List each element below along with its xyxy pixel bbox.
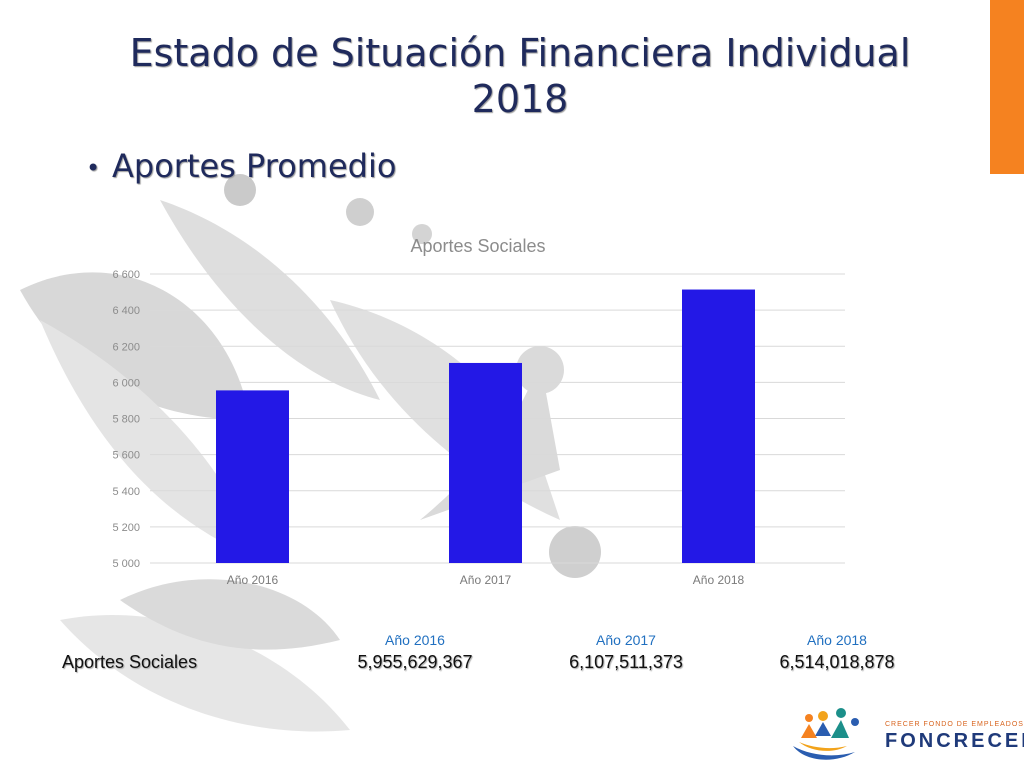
summary-value-2017: 6,107,511,373: [569, 652, 683, 672]
y-tick-label: 5 600: [112, 450, 140, 462]
summary-value-2018: 6,514,018,878: [779, 652, 895, 672]
y-tick-label: 6 400: [112, 305, 140, 317]
x-tick-label: Año 2017: [460, 573, 512, 587]
bullet-text: Aportes Promedio: [112, 147, 397, 185]
people-circle-logo-icon: [793, 708, 859, 760]
bar: [449, 362, 522, 563]
y-tick-label: 6 600: [112, 269, 140, 281]
logo-brand: FONCRECER: [885, 730, 1024, 752]
y-tick-label: 5 800: [112, 414, 140, 426]
y-tick-label: 6 000: [112, 377, 140, 389]
logo-tagline: CRECER FONDO DE EMPLEADOS: [885, 721, 1024, 728]
summary-row-label: Aportes Sociales: [62, 652, 198, 672]
y-tick-label: 6 200: [112, 341, 140, 353]
bar: [682, 289, 755, 563]
title-line-2: 2018: [471, 77, 569, 121]
summary-header-2016: Año 2016: [385, 632, 445, 648]
summary-header-2018: Año 2018: [807, 632, 867, 648]
summary-value-2016: 5,955,629,367: [357, 652, 473, 672]
slide-title: Estado de Situación Financiera Individua…: [60, 30, 980, 122]
bar: [216, 390, 289, 563]
bullet-dot-icon: •: [86, 154, 101, 182]
x-tick-label: Año 2016: [227, 573, 279, 587]
foncrecer-logo: CRECER FONDO DE EMPLEADOS FONCRECER: [785, 700, 1024, 768]
summary-header-2017: Año 2017: [596, 632, 656, 648]
summary-table: Año 2016 Año 2017 Año 2018 Aportes Socia…: [0, 628, 1024, 678]
chart-title: Aportes Sociales: [410, 236, 545, 256]
bullet-item: • Aportes Promedio: [86, 146, 396, 188]
y-tick-label: 5 400: [112, 486, 140, 498]
y-tick-label: 5 000: [112, 558, 140, 570]
title-line-1: Estado de Situación Financiera Individua…: [129, 31, 911, 75]
accent-bar: [990, 0, 1024, 174]
x-tick-label: Año 2018: [693, 573, 745, 587]
y-tick-label: 5 200: [112, 522, 140, 534]
